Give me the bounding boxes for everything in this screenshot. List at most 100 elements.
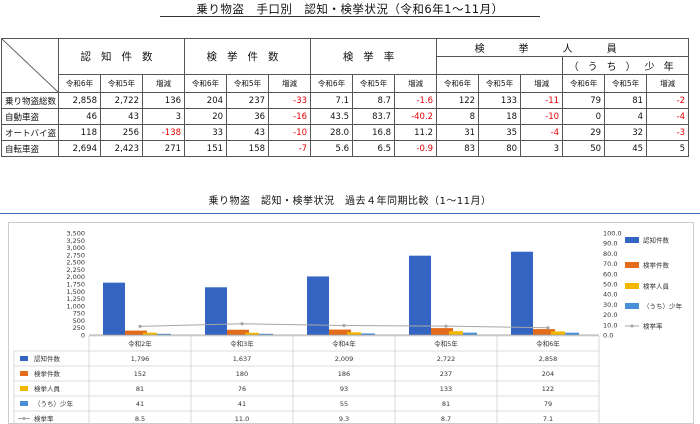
datatable-value: 2,009 [335, 355, 354, 363]
table-cell: 28.0 [310, 124, 354, 141]
bar-juvenile [157, 333, 171, 335]
bar-persons [245, 332, 259, 335]
datatable-value: 186 [338, 370, 350, 378]
table-cell: 7.1 [310, 92, 354, 109]
datatable-legend-swatch [20, 371, 28, 376]
header-persons: 検挙人員 [436, 38, 690, 57]
y-right-tick-label: 50.0 [603, 281, 617, 289]
y-left-tick-label: 500 [73, 317, 85, 325]
header-juvenile: （うち）少年 [562, 56, 690, 75]
subheader-cell: 令和6年 [184, 74, 228, 93]
datatable-value: 79 [544, 400, 552, 408]
table-cell: 83.7 [352, 108, 396, 125]
title-underline [160, 16, 540, 17]
table-cell: 4 [604, 108, 648, 125]
datatable-legend-swatch [20, 356, 28, 361]
table-cell: 80 [478, 140, 522, 157]
header-row-juvenile: （うち）少年 [2, 56, 690, 75]
x-category-label: 令和2年 [128, 339, 152, 348]
table-cell: 118 [58, 124, 101, 141]
bar-juvenile [259, 333, 273, 335]
table-cell: 35 [478, 124, 522, 141]
y-right-tick-label: 90.0 [603, 240, 617, 248]
table-cell: 237 [226, 92, 270, 109]
table-cell: 151 [184, 140, 228, 157]
table-cell: -33 [268, 92, 312, 109]
legend-label: （うち）少年 [643, 302, 683, 311]
datatable-value: 8.7 [441, 415, 451, 423]
table-cell: 271 [141, 140, 186, 157]
table-cell: 18 [478, 108, 522, 125]
y-right-tick-label: 80.0 [603, 250, 617, 258]
legend-swatch [625, 303, 639, 309]
subheader-cell: 令和6年 [58, 74, 101, 93]
table-row: 自転車盗 2,694 2,423 271 151 158 -7 5.6 6.5 -0.9 83 80 3… [1, 140, 690, 157]
datatable-value: 237 [440, 370, 452, 378]
row-label: オートバイ盗 [1, 124, 59, 141]
table-cell: -0.9 [394, 140, 438, 157]
header-rate: 検挙率 [310, 38, 438, 75]
x-category-label: 令和5年 [434, 339, 458, 348]
row-label: 乗り物盗総数 [1, 92, 59, 109]
datatable-value: 7.1 [543, 415, 553, 423]
table-cell: 158 [226, 140, 270, 157]
chart: 02505007501,0001,2501,5001,7502,0002,250… [13, 230, 683, 423]
datatable-value: 81 [136, 385, 144, 393]
line-rate-point [546, 326, 550, 330]
bar-juvenile [463, 332, 477, 335]
datatable-value: 180 [236, 370, 248, 378]
table-cell: -10 [268, 124, 312, 141]
table-cell: 79 [562, 92, 606, 109]
legend-swatch [625, 283, 639, 289]
y-left-tick-label: 1,750 [66, 281, 85, 289]
bar-persons [551, 331, 565, 335]
table-cell: 8.7 [352, 92, 396, 109]
datatable-value: 93 [340, 385, 348, 393]
y-right-tick-label: 60.0 [603, 270, 617, 278]
table-cell: 43 [100, 108, 143, 125]
y-right-tick-label: 30.0 [603, 301, 617, 309]
x-category-label: 令和3年 [230, 339, 254, 348]
table-cell: 8 [436, 108, 480, 125]
table-cell: 31 [436, 124, 480, 141]
table-cell: 256 [100, 124, 143, 141]
datatable-value: 81 [442, 400, 450, 408]
table-cell: 46 [58, 108, 101, 125]
y-left-tick-label: 2,250 [66, 266, 85, 274]
datatable-value: 204 [542, 370, 554, 378]
datatable-value: 8.5 [135, 415, 145, 423]
table-cell: 43.5 [310, 108, 354, 125]
y-right-tick-label: 40.0 [603, 291, 617, 299]
table-cell: 83 [436, 140, 480, 157]
y-right-tick-label: 100.0 [603, 230, 622, 238]
datatable-value: 1,637 [233, 355, 252, 363]
datatable-value: 2,858 [539, 355, 558, 363]
table-cell: 2,694 [58, 140, 101, 157]
y-left-tick-label: 0 [81, 332, 85, 340]
subheader-cell: 令和5年 [100, 74, 143, 93]
subheader-cell: 令和6年 [310, 74, 354, 93]
datatable-value: 152 [134, 370, 146, 378]
stats-table: 認知件数 検挙件数 検挙率 検挙人員 （うち）少年 令和6年 令和5年 増減 令和6年… [1, 38, 690, 157]
table-cell: 32 [604, 124, 648, 141]
y-left-tick-label: 3,250 [66, 237, 85, 245]
datatable-series-name: 検挙件数 [34, 369, 61, 378]
legend-swatch [625, 262, 639, 268]
y-left-tick-label: 250 [73, 324, 85, 332]
datatable-value: 2,722 [437, 355, 456, 363]
datatable-value: 133 [440, 385, 452, 393]
subheader-cell: 令和6年 [562, 74, 606, 93]
table-cell: 2,423 [100, 140, 143, 157]
legend-label: 検挙率 [643, 322, 663, 331]
legend-label: 検挙人員 [643, 282, 670, 291]
table-cell: 204 [184, 92, 228, 109]
table-cell: 0 [562, 108, 606, 125]
table-row: 自動車盗 46 43 3 20 36 -16 43.5 83.7 -40.2 8 18 -10 0 4 -4 [1, 108, 690, 125]
datatable-legend-marker [22, 417, 26, 420]
legend-marker [630, 324, 634, 328]
table-cell: -11 [520, 92, 564, 109]
bar-juvenile [565, 332, 579, 335]
header-arrests: 検挙件数 [184, 38, 312, 75]
y-left-tick-label: 1,250 [66, 295, 85, 303]
table-row: 乗り物盗総数 2,858 2,722 136 204 237 -33 7.1 8.7 -1.6 12… [1, 92, 690, 109]
